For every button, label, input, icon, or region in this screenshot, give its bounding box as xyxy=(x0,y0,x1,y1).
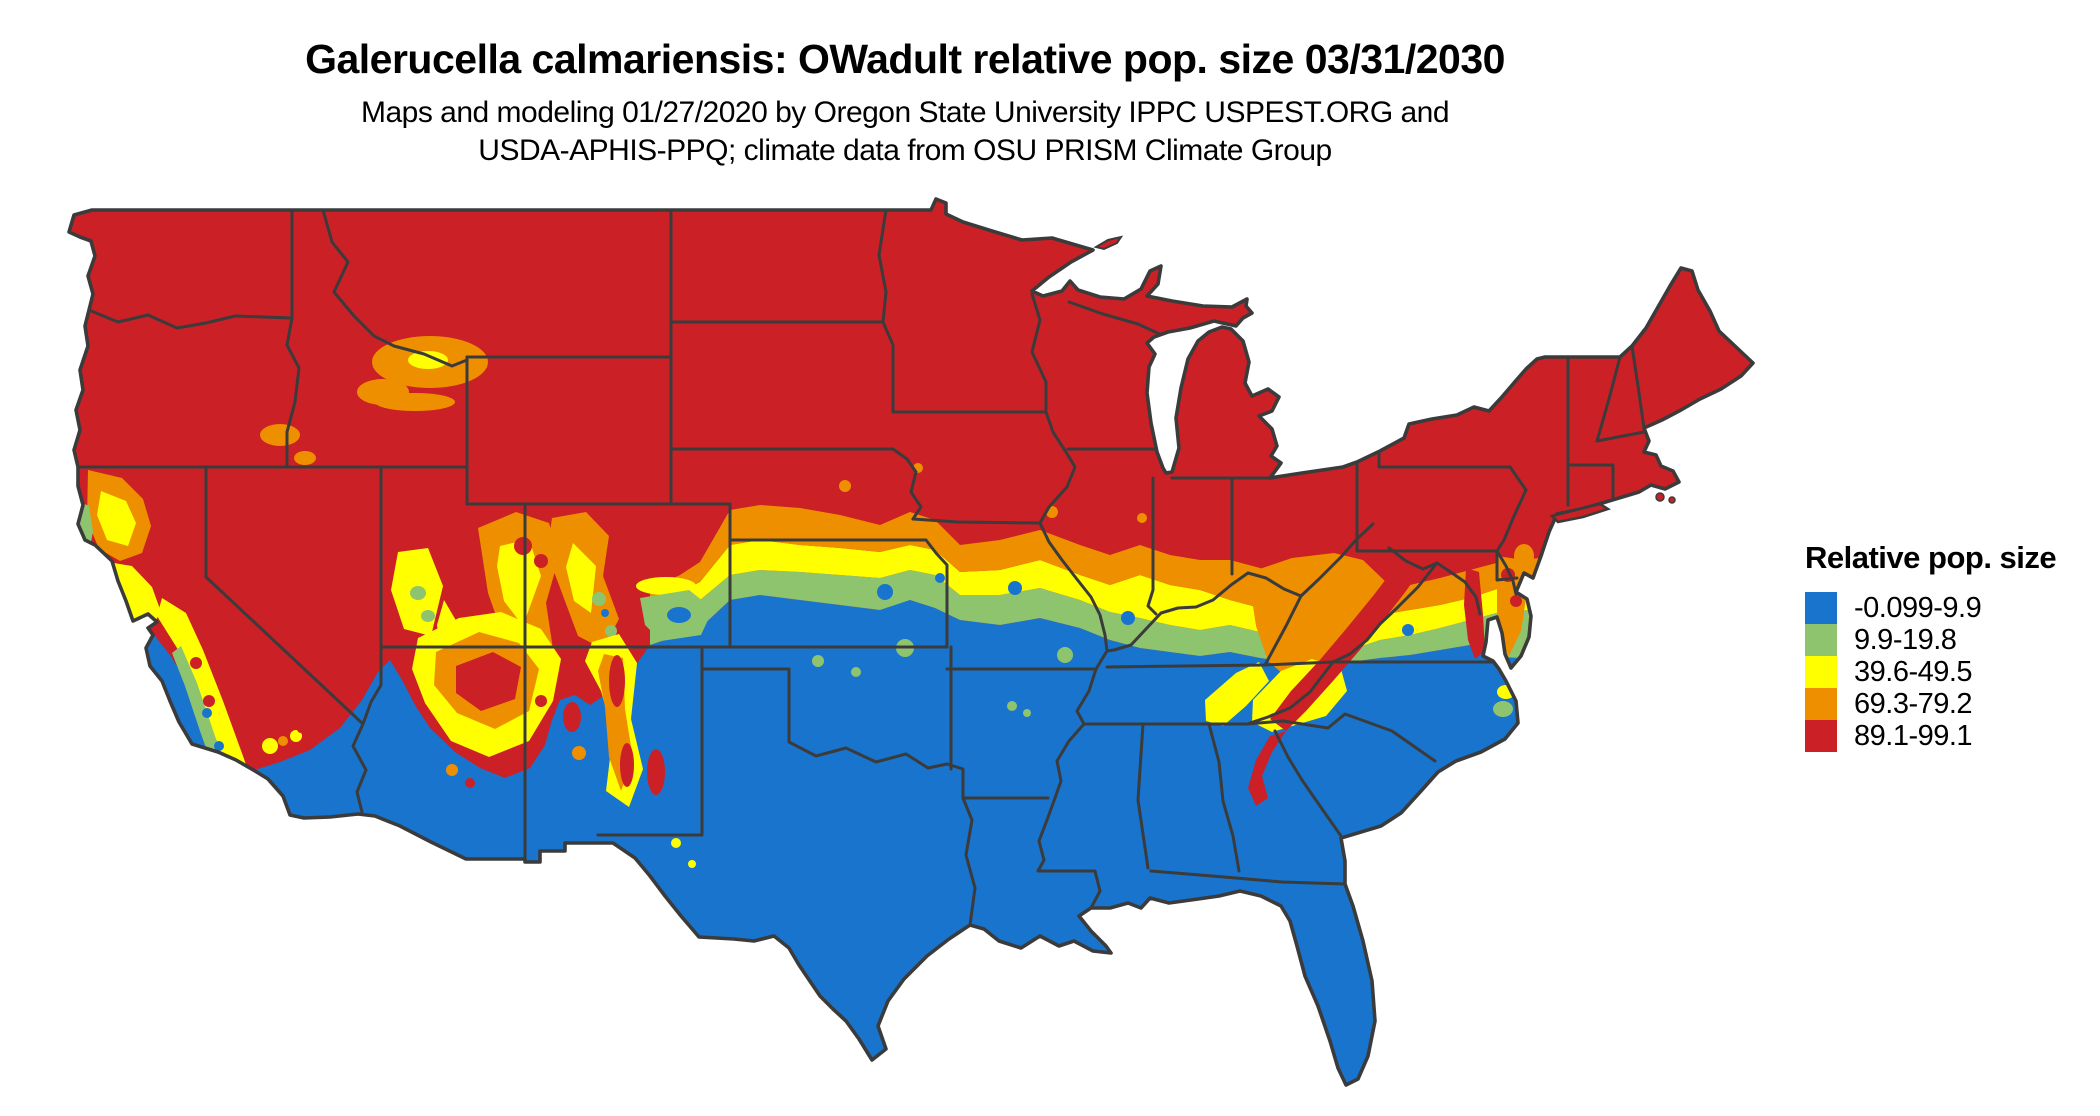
isle-royale xyxy=(1093,235,1124,251)
legend-item: 39.6-49.5 xyxy=(1805,656,2056,688)
legend-swatch-yellow xyxy=(1805,656,1837,688)
band-yellow xyxy=(650,540,1560,655)
legend-label: 9.9-19.8 xyxy=(1854,624,1957,656)
legend-item: 9.9-19.8 xyxy=(1805,624,2056,656)
state-borders xyxy=(76,208,1646,927)
legend-item: 69.3-79.2 xyxy=(1805,688,2056,720)
legend-label: 39.6-49.5 xyxy=(1854,656,1973,688)
island-dot xyxy=(1668,496,1676,504)
long-island xyxy=(1549,502,1611,524)
legend-swatch-blue xyxy=(1805,592,1837,624)
island-dot xyxy=(1655,492,1665,502)
legend-swatch-green xyxy=(1805,624,1837,656)
overlay-appalachians xyxy=(1205,544,1534,806)
legend-swatch-red xyxy=(1805,720,1837,752)
figure-subtitle-line1: Maps and modeling 01/27/2020 by Oregon S… xyxy=(360,96,1450,129)
legend: Relative pop. size -0.099-9.9 9.9-19.8 3… xyxy=(1805,540,2057,752)
legend-swatch-orange xyxy=(1805,688,1837,720)
legend-title: Relative pop. size xyxy=(1805,540,2057,575)
overlay-speckles xyxy=(812,463,1414,717)
legend-item: -0.099-9.9 xyxy=(1805,592,2056,624)
map-outline xyxy=(67,197,1755,1087)
legend-label: -0.099-9.9 xyxy=(1854,592,1982,624)
legend-item: 89.1-99.1 xyxy=(1805,720,2056,752)
legend-label: 69.3-79.2 xyxy=(1854,688,1973,720)
figure-subtitle-line2: USDA-APHIS-PPQ; climate data from OSU PR… xyxy=(478,134,1332,167)
figure-title: Galerucella calmariensis: OWadult relati… xyxy=(305,36,1505,82)
legend-label: 89.1-99.1 xyxy=(1854,720,1973,752)
